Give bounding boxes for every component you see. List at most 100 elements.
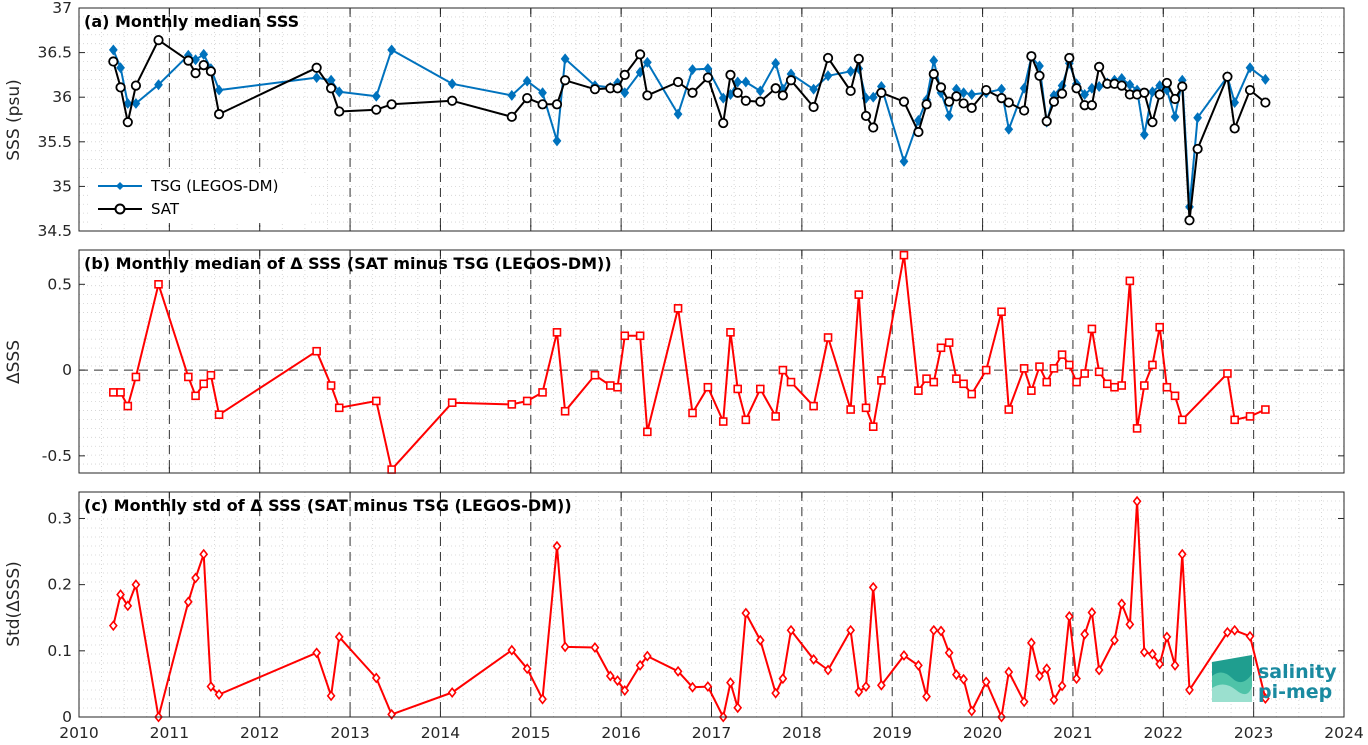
legend-tsg-label: TSG (LEGOS-DM) [150,177,278,195]
y-tick-label: 0 [62,708,72,726]
panel-c-grid [78,492,1345,717]
data-point [921,99,932,110]
data-point [613,382,622,392]
panel-b-delta-sss: -0.5 0 0.5 (b) Monthly median of Δ SSS (SA… [4,249,1345,474]
data-point [506,111,517,122]
data-point [823,664,833,676]
data-point [1245,412,1255,421]
data-point [898,96,910,107]
data-point [809,401,818,411]
data-point [718,417,728,426]
data-point [718,117,729,129]
data-point [1034,70,1045,81]
data-point [809,83,818,95]
data-point [1177,548,1187,560]
data-point [108,56,119,67]
data-point [619,69,630,81]
data-point [877,376,886,385]
data-point [809,653,818,665]
data-point [771,412,780,421]
legend-sat-label: SAT [151,200,180,218]
data-point [613,675,622,687]
data-point [755,634,765,646]
y-tick-label: 35 [52,177,72,195]
data-point [116,589,125,601]
data-point [854,686,864,698]
data-point [538,87,547,99]
data-point [131,97,141,109]
data-point [620,685,630,697]
data-point [116,388,125,397]
panel-a-monthly-median-sss: 34.5 35 35.5 36 36.5 37 (a) Monthly median SS… [4,0,1345,240]
data-point [642,90,653,101]
data-point [1148,86,1157,98]
data-point [1042,377,1052,387]
data-point [507,644,517,656]
data-point [1019,364,1029,373]
data-point [726,677,735,689]
data-point [1125,618,1135,630]
data-point [778,365,788,375]
data-point [1223,369,1232,378]
data-point [153,35,164,46]
data-point [929,377,939,387]
data-point [154,280,163,289]
data-point [1087,82,1097,94]
logo-text-pi-mep: pi-mep [1258,681,1332,703]
data-point [868,122,879,133]
data-point [184,372,193,382]
data-point [846,624,856,636]
data-point [1056,88,1068,99]
data-point [936,625,946,637]
data-point [1177,415,1187,425]
data-point [1162,382,1172,392]
data-point [538,388,547,397]
x-tick-label: 2015 [511,724,550,742]
data-point [981,365,991,375]
data-point [199,548,209,560]
data-point [899,649,909,661]
data-point [733,76,743,88]
x-tick-label: 2024 [1324,724,1363,742]
x-tick-label: 2012 [240,724,279,742]
data-point [951,669,961,681]
data-point [371,104,382,115]
data-point [1071,83,1082,94]
data-point [1004,666,1014,678]
data-point [846,405,855,414]
panel-a-y-axis-label: SSS (psu) [4,79,24,160]
data-point [928,68,939,80]
data-point [967,389,977,399]
data-point [958,98,969,109]
y-tick-label: 36.5 [37,44,72,62]
data-point [1148,360,1157,370]
data-point [108,620,118,632]
data-point [785,75,797,86]
data-point [786,624,796,636]
data-point [1229,123,1240,134]
panel-b-y-axis-label: ΔSSS [4,340,24,384]
data-point [522,396,532,406]
x-tick-label: 2023 [1234,724,1273,742]
data-point [741,76,751,88]
panel-c-std-delta-sss: 00.10.20.3 2010 2011 2012 2013 2014 2015 2016 2… [4,491,1364,742]
data-point [1116,80,1127,91]
data-point [183,55,194,66]
data-point [1042,663,1052,675]
data-point [154,79,163,91]
data-point [935,82,947,93]
data-point [507,400,517,409]
data-point [755,384,765,394]
data-point [959,673,968,685]
x-tick-label: 2020 [963,724,1002,742]
data-point [507,89,517,101]
data-point [860,110,872,122]
data-point [1026,51,1037,62]
panel-c-title: (c) Monthly std of Δ SSS (SAT minus TSG … [84,496,572,515]
data-point [447,398,457,407]
data-point [522,92,533,104]
data-point [620,87,630,99]
data-point [1049,694,1059,706]
data-point [1155,658,1165,670]
data-point [718,92,728,104]
